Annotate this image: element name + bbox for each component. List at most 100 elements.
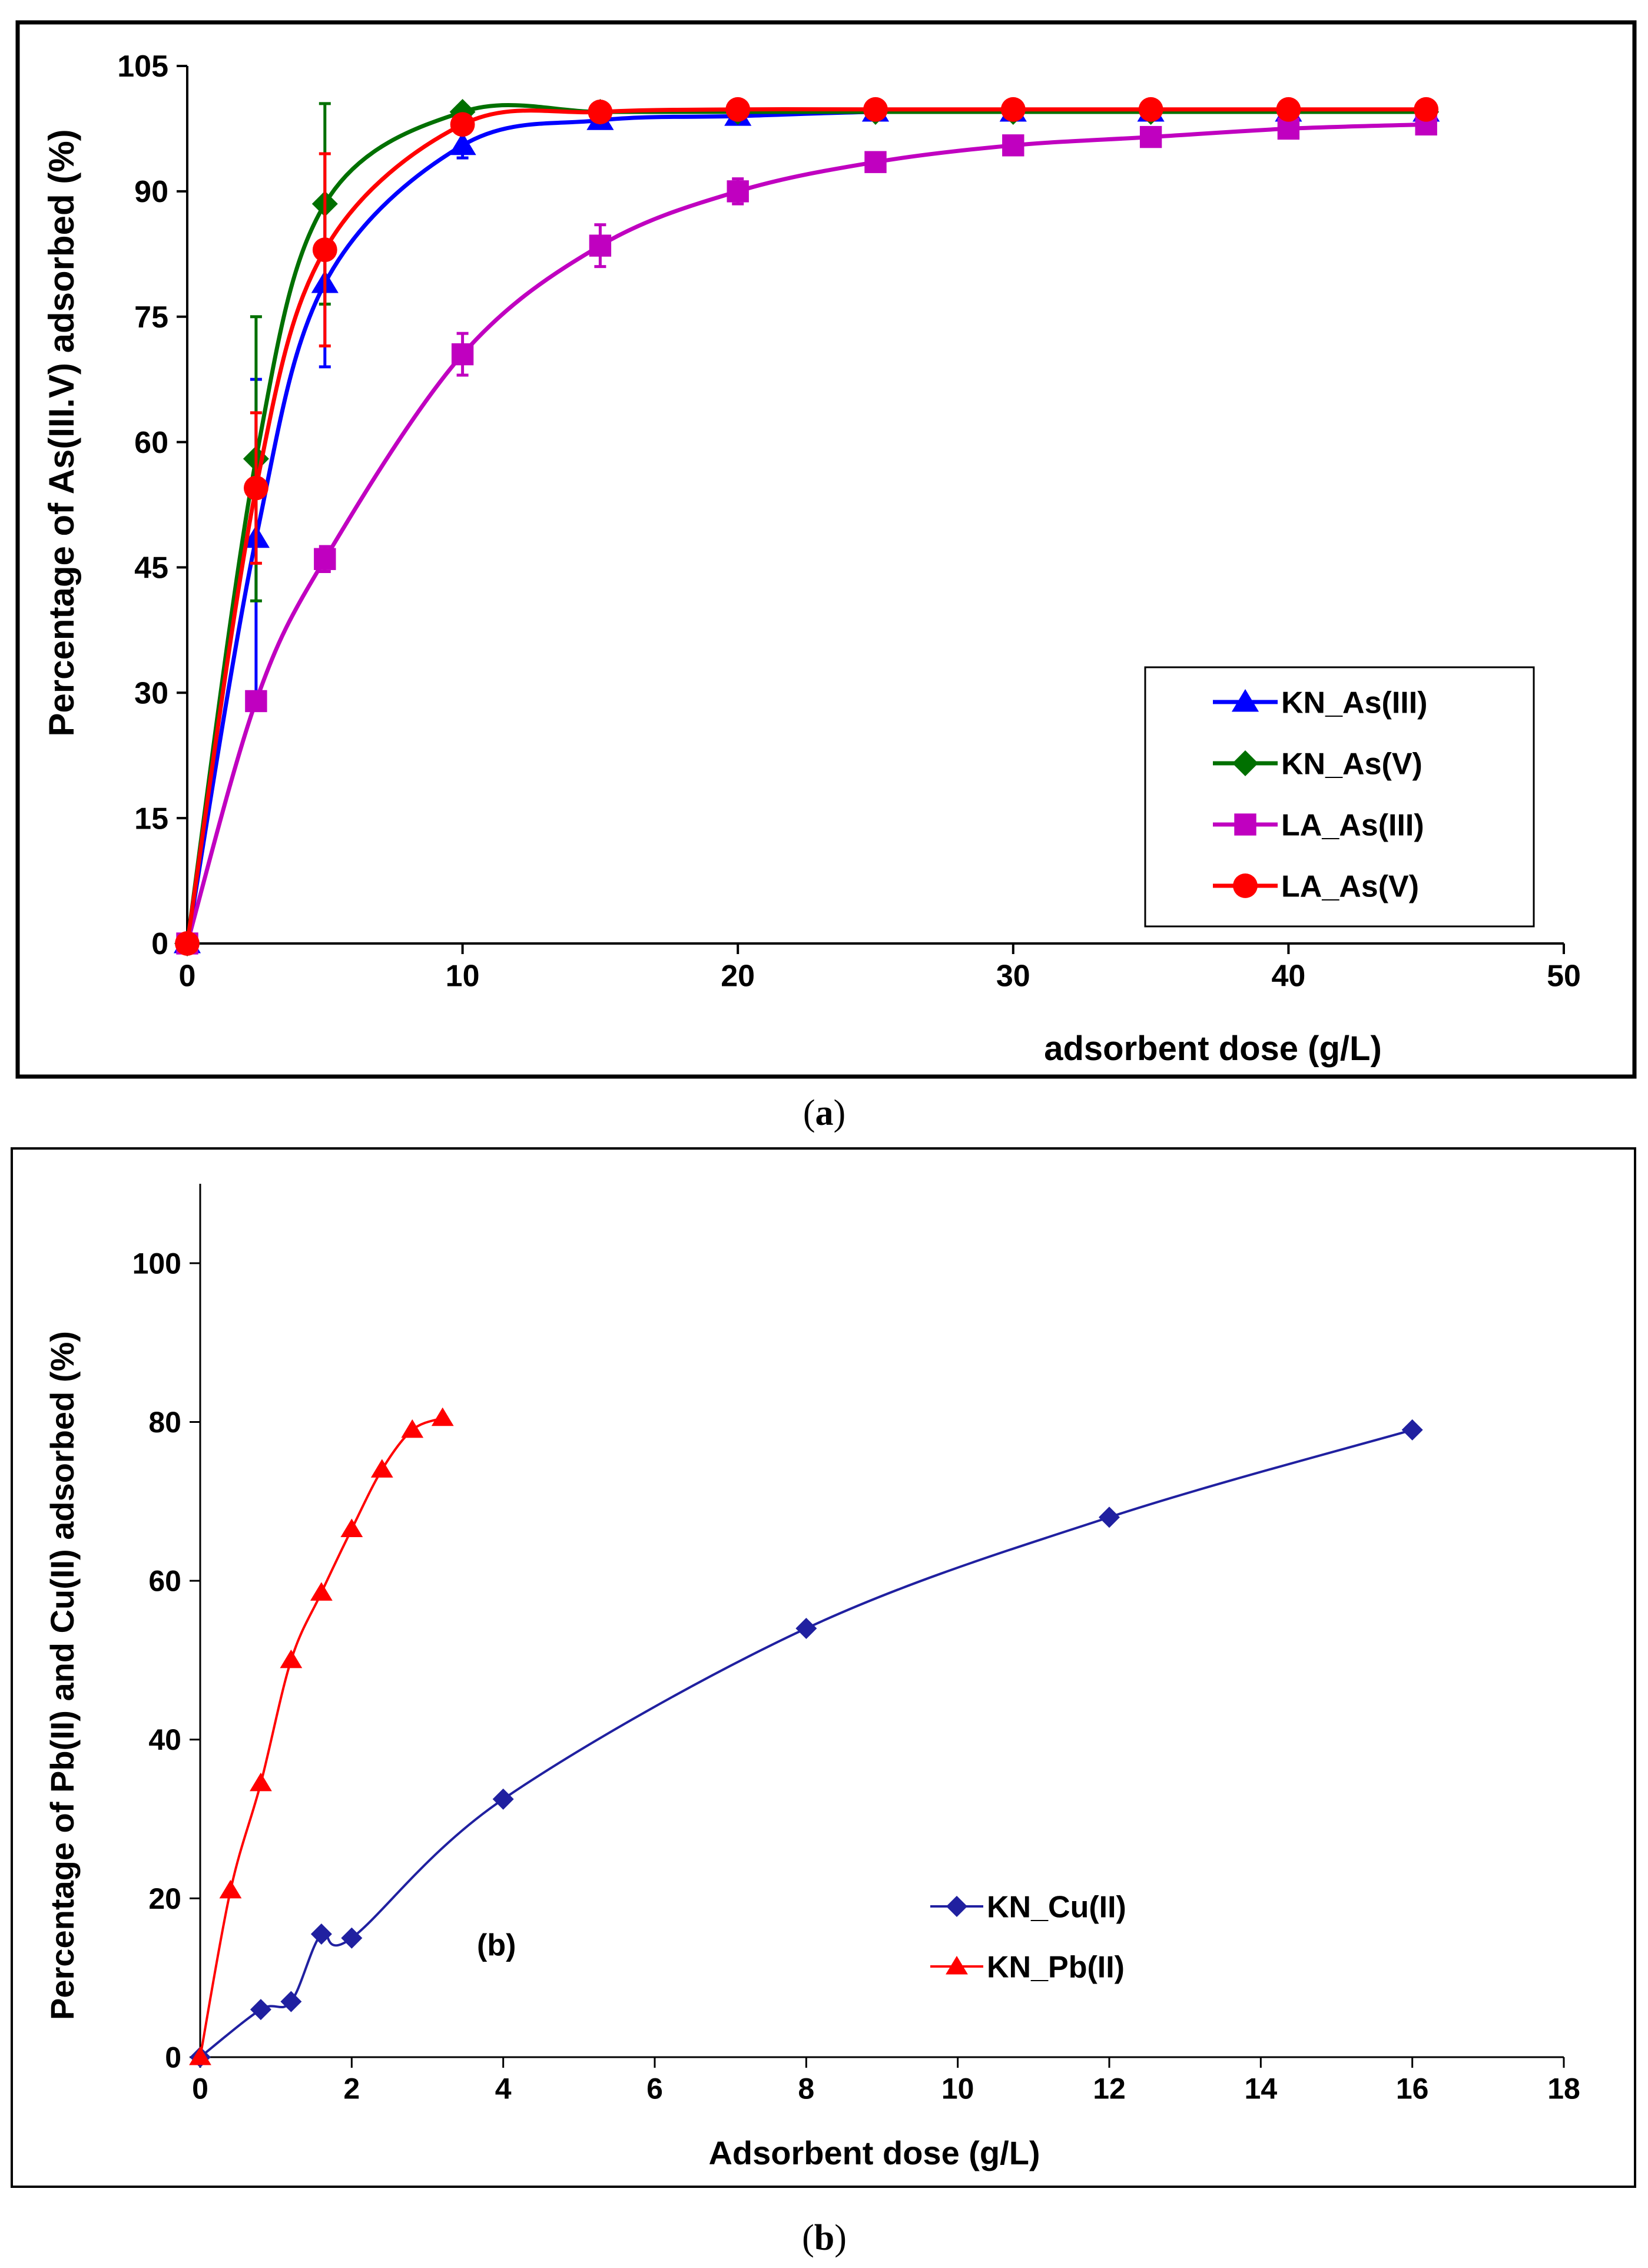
panel-b-x-tick-label: 10 [941,2072,974,2105]
panel-b-x-tick-label: 16 [1396,2072,1429,2105]
panel-b-caption-letter: b [814,2218,834,2258]
panel-b-point-kn-pb-ii [340,1518,363,1537]
panel-b-series-kn-cu-ii [190,1419,1423,2068]
panel-a-legend-item-la-as-v: LA_As(V) [1213,870,1419,904]
panel-b-legend-marker [946,1896,967,1917]
panel-a-point-la-as-iii [451,343,474,366]
panel-a-y-tick-label: 90 [134,175,168,209]
panel-a-legend-item-kn-as-iii: KN_As(III) [1213,686,1427,720]
panel-a-x-tick-label: 50 [1547,959,1581,994]
panel-a-x-axis-label: adsorbent dose (g/L) [1044,1029,1382,1068]
panel-b-point-kn-cu-ii [492,1788,514,1810]
panel-b-point-kn-cu-ii [795,1617,817,1639]
panel-a-y-tick-label: 60 [134,426,168,460]
panel-a-y-tick-label: 75 [134,300,168,335]
panel-a-legend-marker [1231,689,1259,712]
panel-b-legend-item-kn-pb-ii: KN_Pb(II) [930,1951,1125,1985]
panel-b-x-tick-label: 12 [1093,2072,1126,2105]
panel-b-series-kn-pb-ii [189,1407,454,2065]
panel-a-legend-entries: KN_As(III) KN_As(V) LA_As(III) LA_As(V) [1213,686,1427,904]
panel-b: Percentage of Pb(II) and Cu(II) adsorbed… [11,1147,1636,2188]
panel-a-y-tick-label: 30 [134,676,168,710]
panel-b-point-kn-pb-ii [370,1459,393,1478]
panel-a-legend-box [1144,666,1535,928]
panel-b-y-tick-label: 100 [132,1247,181,1280]
panel-b-caption: (b) [802,2218,847,2258]
panel-a-legend-marker [1233,873,1258,898]
panel-b-legend-item-kn-cu-ii: KN_Cu(II) [930,1890,1126,1925]
panel-a-series-la-as-iii [176,113,1437,955]
panel-a-y-tick-label: 105 [117,49,168,84]
panel-b-x-tick-label: 18 [1547,2072,1580,2105]
panel-a-y-axis-label: Percentage of As(III.V) adsorbed (%) [42,129,81,736]
panel-a-point-la-as-iii [314,548,336,570]
panel-b-annotation: (b) [477,1928,516,1962]
panel-a-point-la-as-iii [864,151,887,173]
panel-a-legend [1144,666,1535,928]
panel-b-point-kn-cu-ii [280,1991,302,2012]
panel-a-point-la-as-v [863,97,888,122]
panel-a-point-la-as-iii [727,180,749,203]
panel-a-point-la-as-iii [1139,125,1162,148]
panel-a-x-tick-label: 30 [996,959,1030,994]
panel-a-point-la-as-iii [245,690,267,713]
panel-b-y-axis-label: Percentage of Pb(II) and Cu(II) adsorbed… [44,1331,81,2020]
panel-a-point-la-as-v [175,931,200,956]
panel-a-legend-label: LA_As(III) [1281,809,1424,843]
panel-a-series-line-la-as-iii [185,122,1427,944]
panel-a-point-la-as-iii [1002,134,1024,157]
panel-a-series-line-la-as-v [185,107,1427,944]
panel-a-point-la-as-v [588,100,613,124]
panel-a-legend-label: KN_As(V) [1281,747,1422,782]
panel-a-point-la-as-v [1414,97,1439,122]
panel-a-point-la-as-v [1276,97,1301,122]
panel-a-y-tick-label: 15 [134,802,168,836]
panel-a-legend-item-la-as-iii: LA_As(III) [1213,809,1424,843]
panel-a-series-la-as-v [175,97,1439,956]
panel-a-legend-item-kn-as-v: KN_As(V) [1213,747,1422,782]
panel-a: Percentage of As(III.V) adsorbed (%) ads… [15,20,1637,1079]
panel-b-point-kn-pb-ii [189,2047,211,2065]
panel-a-y-tick-label: 0 [151,927,168,961]
panel-b-y-tick-label: 60 [148,1565,181,1598]
panel-a-x-tick-label: 40 [1271,959,1305,994]
panel-b-x-tick-label: 6 [646,2072,663,2105]
panel-b-point-kn-cu-ii [310,1923,332,1945]
panel-a-point-la-as-v [725,97,751,122]
panel-b-point-kn-pb-ii [250,1772,272,1792]
panel-a-y-tick-label: 45 [134,551,168,585]
panel-b-legend-entries: KN_Cu(II) KN_Pb(II) [930,1890,1126,1985]
panel-b-point-kn-pb-ii [310,1582,333,1601]
panel-b-point-kn-cu-ii [1099,1507,1120,1528]
panel-a-point-la-as-v [450,112,475,137]
panel-b-point-kn-pb-ii [431,1407,454,1426]
panel-b-y-tick-label: 20 [148,1882,181,1915]
panel-a-point-la-as-iii [589,234,612,257]
panel-b-frame [11,1147,1636,2188]
panel-b-point-kn-cu-ii [250,1999,271,2021]
panel-b-x-tick-label: 0 [192,2072,208,2105]
panel-a-x-tick-label: 0 [179,959,196,994]
panel-a-x-tick-label: 20 [721,959,755,994]
panel-b-point-kn-cu-ii [341,1927,363,1949]
panel-b-y-tick-label: 0 [165,2041,181,2074]
panel-b-x-tick-label: 14 [1245,2072,1278,2105]
panel-a-legend-label: KN_As(III) [1281,686,1427,720]
panel-b-point-kn-pb-ii [280,1649,303,1668]
panel-b-point-kn-cu-ii [1401,1419,1423,1441]
panel-b-x-tick-label: 2 [343,2072,360,2105]
panel-b-x-tick-label: 8 [798,2072,814,2105]
panel-b-x-axis-label: Adsorbent dose (g/L) [708,2134,1040,2171]
panel-a-caption-letter: a [815,1093,834,1133]
panel-b-y-tick-label: 40 [148,1723,181,1756]
panel-a-point-la-as-v [1000,97,1026,122]
panel-b-plot: 0 20 40 60 80 100 0 2 4 6 8 10 12 14 16 18 KN_Cu(II) KN_P… [132,1184,1580,2105]
panel-a-point-kn-as-iii [449,132,476,155]
panel-b-point-kn-pb-ii [401,1419,424,1438]
panel-a-x-tick-label: 10 [446,959,480,994]
panel-a-point-la-as-v [244,475,268,501]
panel-b-x-tick-label: 4 [495,2072,512,2105]
panel-a-caption: (a) [803,1093,845,1133]
